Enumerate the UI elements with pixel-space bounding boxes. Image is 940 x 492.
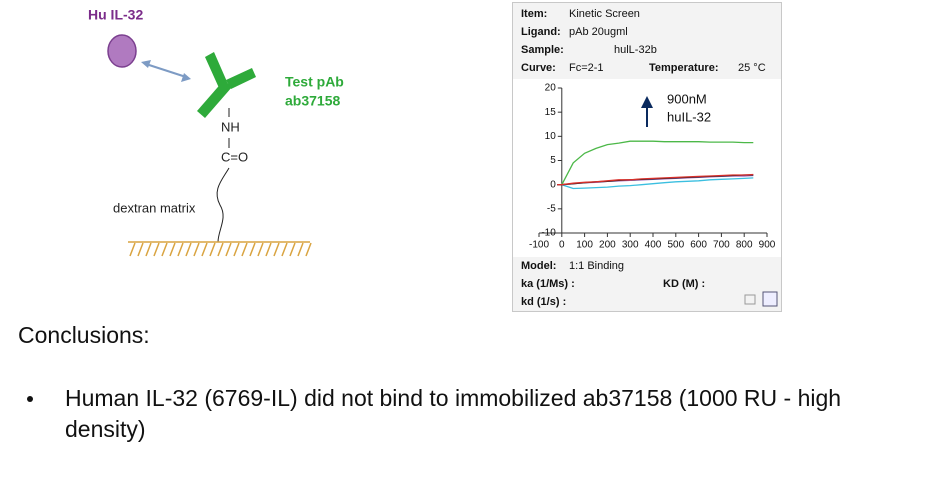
hatch	[209, 242, 216, 257]
toolbar-button[interactable]	[762, 291, 778, 307]
analyte-icon	[107, 34, 137, 68]
field-value: Kinetic Screen	[569, 8, 640, 20]
antibody-label: ab37158	[285, 93, 340, 109]
hatch	[169, 242, 176, 257]
antibody-label: Test pAb	[285, 74, 344, 90]
field-label: kd (1/s) :	[521, 296, 566, 308]
y-tick-label: 0	[550, 179, 556, 190]
field-label: Model:	[521, 260, 556, 272]
toolbar-icon[interactable]	[744, 294, 756, 305]
x-tick-label: 800	[736, 240, 753, 251]
hatch	[193, 242, 200, 257]
hatch	[153, 242, 160, 257]
hatch	[249, 242, 256, 257]
hatch	[145, 242, 152, 257]
hatch	[305, 242, 312, 257]
field-label: Item:	[521, 8, 547, 20]
x-tick-label: 400	[645, 240, 662, 251]
hatch	[217, 242, 224, 257]
hatch	[265, 242, 272, 257]
conclusions-heading: Conclusions:	[18, 322, 150, 348]
x-tick-label: 900	[759, 240, 776, 251]
bullet-list: Human IL-32 (6769-IL) did not bind to im…	[18, 383, 918, 445]
field-value: Fc=2-1	[569, 62, 604, 74]
hatch	[201, 242, 208, 257]
bullet-item: Human IL-32 (6769-IL) did not bind to im…	[27, 383, 915, 445]
field-value: 25 °C	[738, 62, 766, 74]
bullet-text: Human IL-32 (6769-IL) did not bind to im…	[65, 385, 842, 442]
hatch	[297, 242, 304, 257]
series-line	[557, 140, 754, 186]
panel-footer	[513, 257, 781, 311]
field-label: Temperature:	[649, 62, 718, 74]
antibody-icon	[197, 52, 256, 118]
x-tick-label: 300	[622, 240, 639, 251]
hatch	[233, 242, 240, 257]
x-tick-label: 500	[667, 240, 684, 251]
hatch	[273, 242, 280, 257]
hatch	[129, 242, 136, 257]
field-value: hulL-32b	[614, 44, 657, 56]
x-tick-label: 600	[690, 240, 707, 251]
y-tick-label: -10	[541, 228, 556, 239]
hatch	[185, 242, 192, 257]
bullet-dot	[27, 396, 33, 402]
co-label: C=O	[221, 149, 248, 164]
hatch	[161, 242, 168, 257]
field-label: Curve:	[521, 62, 556, 74]
field-label: Sample:	[521, 44, 564, 56]
hatch	[177, 242, 184, 257]
conclusions: Conclusions: Human IL-32 (6769-IL) did n…	[18, 322, 918, 445]
y-tick-label: 20	[545, 83, 557, 94]
series-line	[557, 173, 754, 186]
field-value: pAb 20ugml	[569, 26, 628, 38]
field-label: KD (M) :	[663, 278, 705, 290]
y-tick-label: 5	[550, 155, 556, 166]
x-tick-label: 200	[599, 240, 616, 251]
y-tick-label: -5	[547, 203, 556, 214]
hatch	[225, 242, 232, 257]
hatch	[289, 242, 296, 257]
field-value: 1:1 Binding	[569, 260, 624, 272]
nh-label: NH	[221, 119, 240, 134]
hatch	[241, 242, 248, 257]
x-tick-label: -100	[529, 240, 549, 251]
y-tick-label: 10	[545, 131, 557, 142]
x-tick-label: 100	[576, 240, 593, 251]
x-tick-label: 0	[559, 240, 565, 251]
panel-header	[513, 3, 781, 79]
field-label: Ligand:	[521, 26, 561, 38]
y-tick-label: 15	[545, 107, 557, 118]
surface	[128, 241, 312, 257]
hatch	[257, 242, 264, 257]
analyte-label: Hu IL-32	[88, 7, 143, 23]
x-tick-label: 700	[713, 240, 730, 251]
series-line	[557, 177, 754, 190]
dextran-chain	[216, 167, 230, 243]
matrix-label: dextran matrix	[113, 200, 196, 215]
binding-arrow	[141, 60, 191, 82]
annotation: 900nM	[667, 91, 707, 106]
field-label: ka (1/Ms) :	[521, 278, 575, 290]
slide-graphics: Hu IL-32 Test pAb ab37158 NH C=O dextran…	[88, 2, 782, 312]
hatch	[137, 242, 144, 257]
annotation-arrow	[641, 96, 653, 108]
hatch	[281, 242, 288, 257]
annotation: huIL-32	[667, 109, 711, 124]
